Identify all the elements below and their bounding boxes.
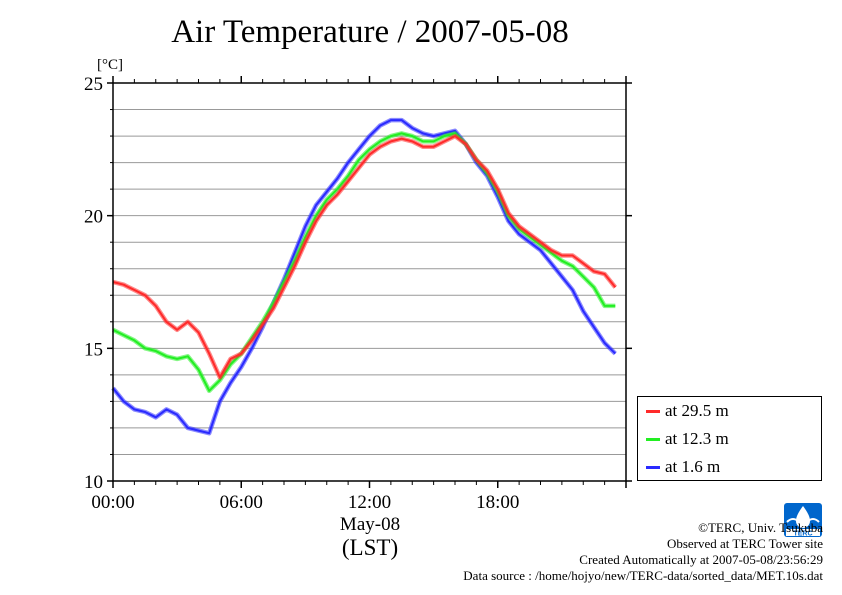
logo-text: TERC — [793, 531, 812, 538]
y-tick-label: 20 — [84, 207, 103, 228]
x-tick-label: 12:00 — [348, 492, 391, 513]
series-band-1 — [112, 131, 616, 394]
legend-item-1-6m: at 1.6 m — [646, 457, 720, 477]
legend-swatch — [646, 465, 660, 469]
series-line-0 — [112, 135, 617, 379]
y-tick-label: 25 — [84, 74, 103, 95]
plot-frame — [112, 82, 627, 482]
legend-label: at 12.3 m — [665, 429, 729, 448]
series-band-2 — [111, 117, 617, 436]
legend-item-12-3m: at 12.3 m — [646, 429, 729, 449]
x-tick-label: 00:00 — [91, 492, 134, 513]
series-line-1 — [112, 132, 616, 392]
x-axis-timezone-label: (LST) — [341, 535, 399, 560]
legend-item-29-5m: at 29.5 m — [646, 401, 729, 421]
footer: ©TERC, Univ. Tsukuba Observed at TERC To… — [463, 520, 823, 584]
axes: 10 15 20 25 00:00 06:00 12:00 18:00 — [84, 74, 632, 513]
series-layer — [111, 117, 618, 436]
grid — [113, 109, 626, 455]
x-axis-date-label: May-08 — [339, 514, 401, 535]
y-tick-label: 10 — [84, 472, 103, 493]
series-line-2 — [112, 119, 617, 435]
created-text: Created Automatically at 2007-05-08/23:5… — [579, 552, 823, 567]
site-text: Observed at TERC Tower site — [666, 536, 823, 551]
chart-title: Air Temperature / 2007-05-08 — [171, 14, 569, 50]
terc-logo-icon: TERC — [784, 503, 822, 538]
y-tick-label: 15 — [84, 339, 103, 360]
y-axis-unit: [°C] — [97, 57, 123, 73]
legend-label: at 1.6 m — [665, 457, 721, 476]
legend-label: at 29.5 m — [665, 401, 729, 420]
series-band-0 — [112, 133, 618, 380]
legend-swatch — [646, 409, 660, 413]
legend: at 29.5 m at 12.3 m at 1.6 m — [637, 396, 822, 481]
x-tick-label: 06:00 — [220, 492, 263, 513]
legend-swatch — [646, 437, 660, 441]
copyright-text: ©TERC, Univ. Tsukuba — [698, 520, 823, 535]
x-tick-label: 18:00 — [476, 492, 519, 513]
source-text: Data source : /home/hojyo/new/TERC-data/… — [463, 568, 823, 583]
